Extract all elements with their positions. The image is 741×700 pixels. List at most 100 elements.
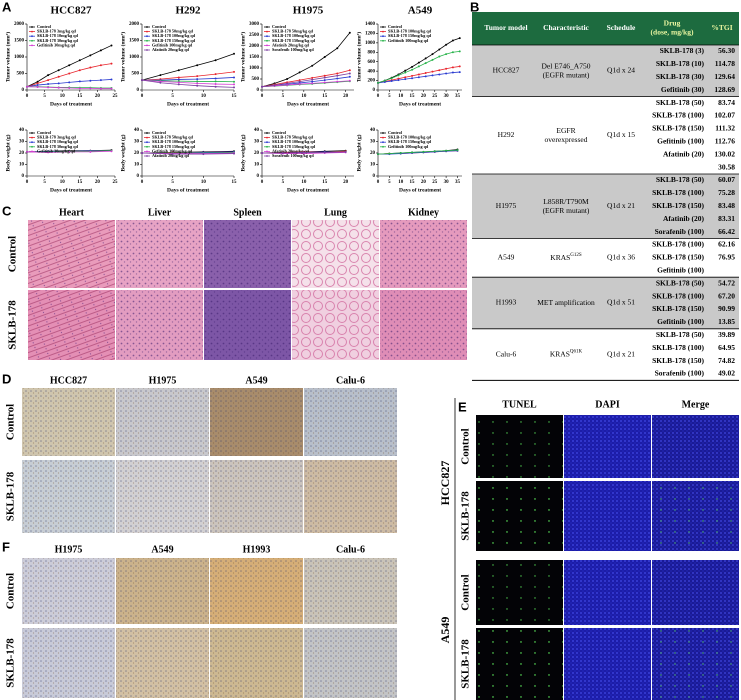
y-axis-label: Body weight (g)	[4, 134, 11, 171]
point	[141, 152, 143, 154]
x-tick-label: 5	[282, 180, 285, 185]
legend-marker	[31, 30, 33, 33]
point	[26, 150, 28, 153]
micrograph-texture	[304, 628, 397, 698]
y-tick-label: 0	[137, 88, 140, 93]
legend-label: Control	[152, 130, 167, 135]
y-tick-label: 1000	[129, 55, 140, 60]
point	[390, 77, 393, 80]
table-drug: SKLB-178 (50)	[656, 175, 705, 184]
point	[78, 69, 81, 72]
table-characteristic: (EGFR mutant)	[543, 70, 590, 79]
legend-marker	[266, 35, 268, 38]
point	[47, 74, 50, 77]
point	[438, 69, 441, 72]
x-tick-label: 10	[201, 180, 207, 185]
point	[411, 74, 414, 77]
legend-marker	[31, 145, 33, 148]
point	[68, 72, 71, 75]
y-tick-label: 3000	[249, 22, 260, 27]
table-drug: SKLB-178 (150)	[652, 304, 704, 313]
row-label: Control	[5, 404, 17, 440]
table-drug: SKLB-178 (150)	[652, 253, 704, 262]
point	[344, 150, 347, 153]
point	[214, 80, 217, 83]
micrograph-texture	[116, 558, 209, 624]
micrograph-texture	[116, 460, 209, 533]
x-tick-label: 15	[410, 180, 416, 185]
chart-title: H292	[175, 5, 201, 17]
x-tick-label: 35	[455, 94, 461, 99]
legend-marker	[382, 136, 384, 139]
x-axis-label: Days of treatment	[167, 101, 209, 107]
point	[68, 81, 71, 84]
table-drug: Sorafenib (100)	[655, 227, 705, 236]
point	[399, 152, 402, 154]
table-tgi: 114.78	[715, 59, 735, 68]
column-label: Calu-6	[336, 375, 365, 386]
series-line	[377, 37, 460, 84]
y-tick-label: 0	[137, 174, 140, 179]
point	[431, 74, 434, 77]
point	[57, 82, 60, 85]
point	[445, 72, 448, 75]
legend-label: Control	[272, 24, 287, 29]
point	[99, 49, 102, 52]
point	[388, 152, 391, 155]
point	[445, 67, 448, 70]
table-drug: Afatinib (20)	[663, 149, 705, 158]
point	[47, 151, 50, 154]
series-line	[141, 79, 235, 83]
y-tick-label: 1500	[14, 39, 25, 44]
y-tick-label: 40	[134, 128, 140, 133]
panel-letter: C	[2, 203, 12, 218]
table-header: (dose, mg/kg)	[651, 28, 694, 37]
table-tgi: 75.28	[718, 188, 735, 197]
point	[78, 80, 81, 83]
table-group-bg	[472, 328, 739, 381]
x-axis-label: Days of treatment	[50, 187, 92, 193]
column-label: TUNEL	[502, 399, 537, 410]
row-label: Control	[460, 574, 472, 610]
point	[397, 79, 400, 82]
row-label: Control	[7, 236, 19, 272]
micrograph-texture	[564, 481, 651, 551]
point	[36, 84, 39, 87]
x-tick-label: 15	[322, 94, 328, 99]
legend-marker	[146, 44, 148, 47]
table-schedule: Q1d x 36	[607, 253, 635, 262]
table-header: Drug	[664, 19, 681, 28]
y-tick-label: 1400	[365, 22, 376, 27]
legend-marker	[31, 141, 33, 144]
legend-label: SKLB-178 150mg/kg qd	[152, 144, 196, 149]
table-group-bg	[472, 174, 739, 239]
point	[273, 84, 276, 87]
table-drug: Gefitinib (30)	[661, 85, 705, 94]
table-drug: SKLB-178 (100)	[652, 240, 704, 249]
micrograph-texture	[292, 220, 379, 288]
micrograph-texture	[116, 290, 203, 360]
point	[323, 79, 326, 82]
x-tick-label: 0	[377, 94, 380, 99]
point	[214, 85, 217, 88]
table-tgi: 111.32	[715, 124, 735, 133]
point	[411, 151, 414, 154]
micrograph-texture	[304, 460, 397, 533]
y-tick-label: 500	[17, 72, 25, 77]
x-tick-label: 20	[421, 180, 427, 185]
characteristic-text: overexpressed	[545, 135, 588, 144]
micrograph-texture	[116, 388, 209, 456]
legend-label: SKLB-178 100mg/kg qd	[152, 139, 196, 144]
x-tick-label: 20	[95, 94, 101, 99]
table-tgi: 112.76	[715, 136, 735, 145]
legend-label: Gefitinib 100mg/kg qd	[152, 42, 193, 47]
point	[424, 57, 427, 60]
micrograph-texture	[204, 220, 291, 288]
point	[68, 64, 71, 67]
legend-marker	[146, 49, 148, 51]
table-characteristic: EGFR	[556, 126, 575, 135]
x-tick-label: 20	[343, 94, 349, 99]
point	[214, 73, 217, 76]
y-tick-label: 10	[370, 163, 376, 168]
legend-label: SKLB-178 10mg/kg qd	[37, 139, 79, 144]
